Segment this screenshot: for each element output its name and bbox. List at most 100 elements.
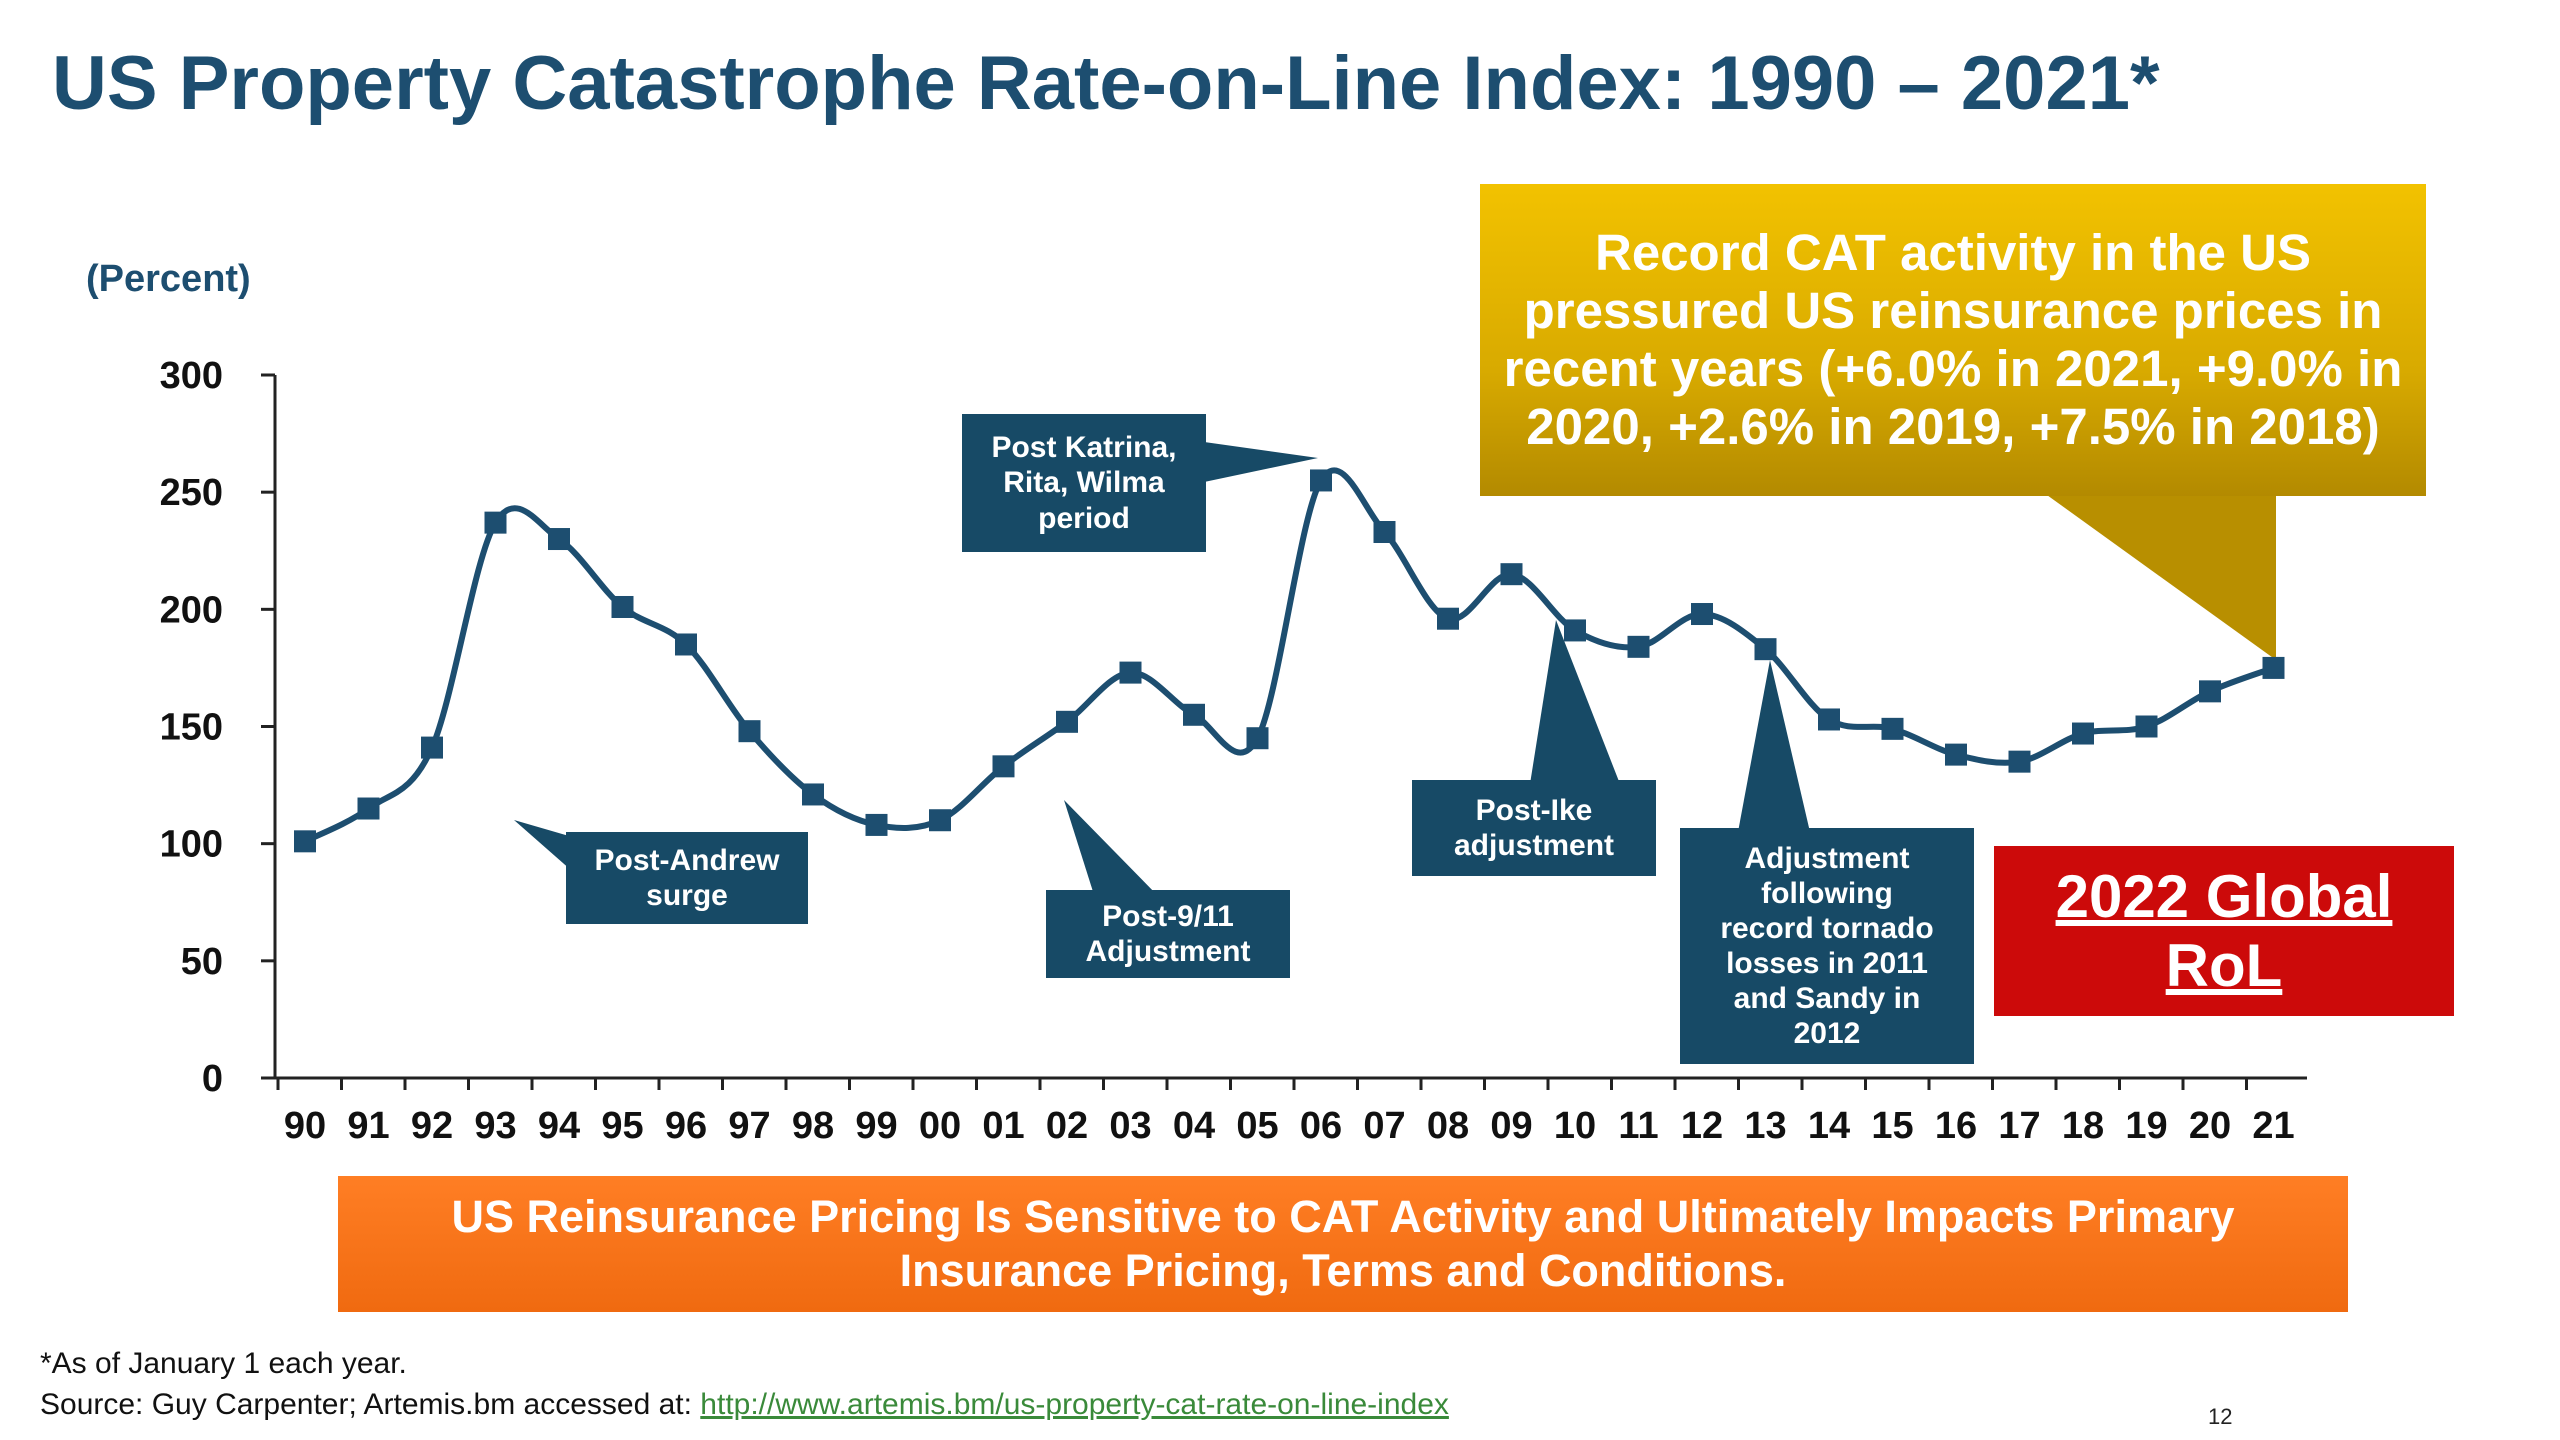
x-tick-label-95: 95 — [601, 1105, 643, 1147]
data-point-02 — [1056, 710, 1078, 733]
data-point-95 — [611, 595, 634, 618]
callout-post-andrew: Post-Andrew surge — [566, 832, 808, 924]
data-point-11 — [1627, 635, 1650, 658]
callout-post-911-text: Post-9/11 Adjustment — [1085, 899, 1251, 968]
page-title: US Property Catastrophe Rate-on-Line Ind… — [52, 41, 2160, 126]
x-tick-label-03: 03 — [1109, 1105, 1151, 1147]
data-point-90 — [294, 830, 316, 853]
x-tick-label-92: 92 — [411, 1105, 453, 1147]
data-point-97 — [738, 720, 761, 743]
pointer-post-katrina — [1190, 440, 1318, 485]
pointer-tornado-sandy — [1738, 660, 1810, 832]
y-tick-label: 200 — [160, 589, 223, 631]
x-tick-label-94: 94 — [538, 1105, 580, 1147]
data-point-18 — [2072, 722, 2094, 745]
x-tick-label-08: 08 — [1427, 1105, 1469, 1147]
x-tick-label-01: 01 — [982, 1105, 1024, 1147]
series-line — [302, 467, 2277, 845]
y-tick-label: 50 — [181, 941, 223, 983]
data-point-15 — [1881, 717, 1904, 740]
x-tick-label-14: 14 — [1808, 1105, 1850, 1147]
y-ticks: 0 50 100 150 200 250 300 — [160, 355, 275, 1100]
x-tick-label-06: 06 — [1300, 1105, 1342, 1147]
x-tick-label-11: 11 — [1618, 1105, 1658, 1147]
data-point-14 — [1818, 708, 1840, 731]
gold-callout-text: Record CAT activity in the US pressured … — [1503, 223, 2403, 456]
callout-post-911: Post-9/11 Adjustment — [1046, 890, 1290, 978]
global-rol-value: +10.8% — [2121, 1007, 2327, 1074]
data-point-92 — [421, 736, 443, 759]
x-tick-label-09: 09 — [1490, 1105, 1532, 1147]
data-point-07 — [1373, 521, 1396, 544]
callout-post-ike: Post-Ike adjustment — [1412, 780, 1656, 876]
x-ticks: 90 91 92 93 94 95 96 97 98 99 00 01 02 03 04 05 06 07 08 09… — [276, 1078, 2295, 1147]
data-point-94 — [548, 528, 570, 551]
callout-pointers — [514, 440, 2276, 898]
callout-post-katrina: Post Katrina, Rita, Wilma period — [962, 414, 1206, 552]
x-tick-label-96: 96 — [665, 1105, 707, 1147]
data-point-99 — [865, 813, 888, 836]
x-tick-label-02: 02 — [1046, 1105, 1088, 1147]
orange-banner: US Reinsurance Pricing Is Sensitive to C… — [338, 1176, 2348, 1312]
y-tick-label: 0 — [202, 1058, 223, 1100]
footnote: *As of January 1 each year. — [40, 1347, 407, 1380]
x-tick-label-90: 90 — [284, 1105, 326, 1147]
y-tick-label: 300 — [160, 355, 223, 397]
data-point-10 — [1564, 619, 1586, 642]
data-point-20 — [2199, 680, 2221, 703]
orange-banner-text: US Reinsurance Pricing Is Sensitive to C… — [451, 1191, 2235, 1296]
x-tick-label-17: 17 — [1998, 1105, 2040, 1147]
source-line: Source: Guy Carpenter; Artemis.bm access… — [40, 1388, 1449, 1422]
callout-post-andrew-text: Post-Andrew surge — [594, 843, 780, 912]
x-tick-label-12: 12 — [1681, 1105, 1723, 1147]
callout-post-katrina-text: Post Katrina, Rita, Wilma period — [991, 431, 1177, 535]
x-tick-label-97: 97 — [728, 1105, 770, 1147]
data-point-06 — [1310, 469, 1332, 492]
data-point-16 — [1945, 743, 1967, 766]
source-prefix: Source: Guy Carpenter; Artemis.bm access… — [40, 1388, 692, 1421]
data-point-00 — [929, 809, 951, 832]
data-point-08 — [1437, 607, 1459, 630]
data-point-91 — [357, 797, 380, 820]
x-tick-label-07: 07 — [1363, 1105, 1405, 1147]
data-point-98 — [802, 783, 824, 806]
data-point-12 — [1691, 603, 1713, 626]
data-point-01 — [992, 755, 1015, 778]
x-tick-label-16: 16 — [1935, 1105, 1977, 1147]
data-point-13 — [1754, 638, 1777, 661]
x-tick-label-99: 99 — [855, 1105, 897, 1147]
x-tick-label-15: 15 — [1871, 1105, 1913, 1147]
pointer-post-911 — [1064, 800, 1160, 898]
data-point-93 — [484, 511, 507, 534]
source-link[interactable]: http://www.artemis.bm/us-property-cat-ra… — [700, 1388, 1449, 1421]
y-tick-label: 250 — [160, 472, 223, 514]
x-tick-label-18: 18 — [2062, 1105, 2104, 1147]
x-tick-label-00: 00 — [919, 1105, 961, 1147]
series-markers — [294, 469, 2285, 853]
callout-tornado-sandy-text: Adjustment following record tornado loss… — [1720, 841, 1934, 1051]
x-tick-label-21: 21 — [2252, 1105, 2294, 1147]
page-number: 12 — [2208, 1404, 2233, 1429]
x-tick-label-04: 04 — [1173, 1105, 1215, 1147]
data-point-96 — [675, 633, 697, 656]
data-point-05 — [1246, 727, 1269, 750]
data-point-09 — [1500, 563, 1523, 586]
callout-tornado-sandy: Adjustment following record tornado loss… — [1680, 828, 1974, 1064]
global-rol-title: 2022 Global RoL — [2055, 863, 2393, 999]
y-tick-label: 100 — [160, 824, 223, 866]
data-point-19 — [2135, 715, 2158, 738]
data-point-04 — [1183, 703, 1205, 726]
x-tick-label-10: 10 — [1554, 1105, 1596, 1147]
data-point-21 — [2262, 656, 2285, 679]
global-rol-box: 2022 Global RoL +10.8% — [1994, 846, 2454, 1074]
callout-post-ike-text: Post-Ike adjustment — [1453, 793, 1615, 862]
y-tick-label: 150 — [160, 707, 223, 749]
pointer-gold-callout — [2040, 490, 2276, 660]
x-tick-label-13: 13 — [1744, 1105, 1786, 1147]
x-tick-label-19: 19 — [2125, 1105, 2167, 1147]
x-tick-label-98: 98 — [792, 1105, 834, 1147]
x-tick-label-93: 93 — [474, 1105, 516, 1147]
y-axis-label: (Percent) — [86, 258, 251, 300]
x-tick-label-05: 05 — [1236, 1105, 1278, 1147]
